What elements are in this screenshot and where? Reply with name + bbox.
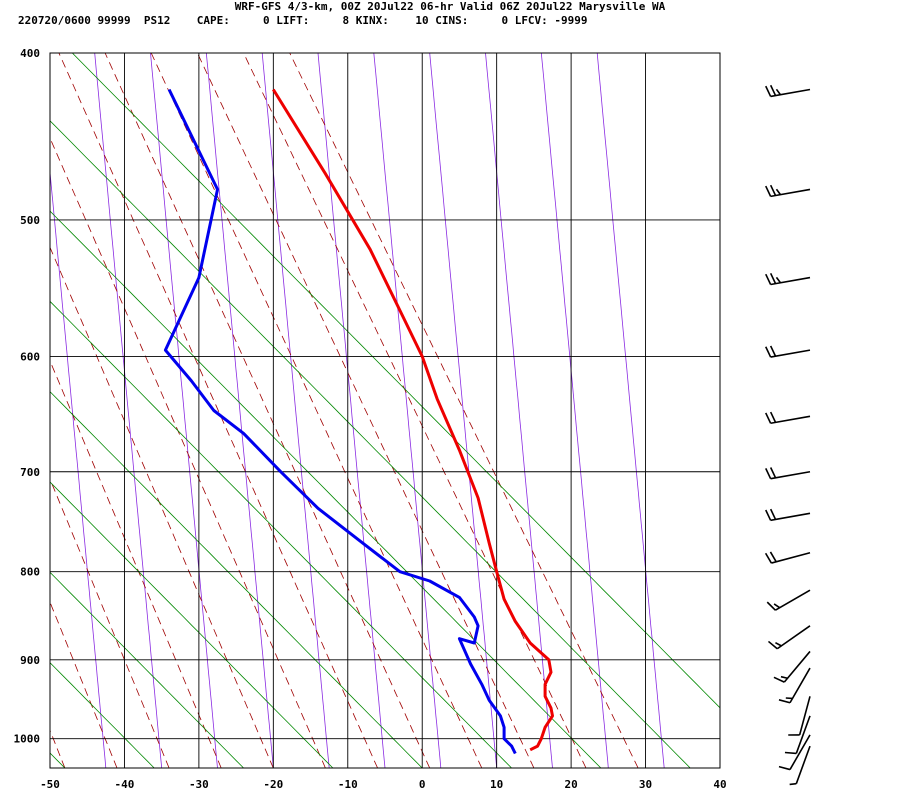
dry-adiabat-line: [50, 662, 155, 768]
wind-barb: [765, 411, 811, 425]
moist-adiabat-line: [289, 53, 639, 768]
x-tick-label: -20: [263, 778, 283, 791]
dry-adiabat-line: [50, 300, 512, 768]
y-tick-label: 900: [20, 654, 40, 667]
wind-barb: [778, 734, 811, 771]
y-tick-label: 700: [20, 466, 40, 479]
wind-barb: [765, 184, 811, 198]
dry-adiabat-line: [50, 120, 691, 768]
x-tick-label: -50: [40, 778, 60, 791]
wind-barb: [788, 696, 811, 736]
series-layer: [163, 88, 554, 755]
wind-barbs: [764, 84, 811, 786]
mixing-ratio-line: [150, 53, 218, 768]
dry-adiabat-line: [50, 571, 244, 768]
mixing-ratio-line: [205, 53, 274, 768]
x-tick-label: -10: [338, 778, 358, 791]
wind-barb: [765, 508, 811, 522]
mixing-ratio-line: [50, 168, 107, 768]
wind-barb: [765, 345, 811, 358]
x-tick-label: 20: [564, 778, 577, 791]
moist-adiabat-line: [243, 53, 587, 768]
wind-barb: [778, 667, 811, 704]
chart-title: WRF-GFS 4/3-km, 00Z 20Jul22 06-hr Valid …: [234, 0, 666, 13]
y-tick-label: 500: [20, 214, 40, 227]
background-lines: [50, 53, 720, 768]
x-tick-label: 0: [419, 778, 426, 791]
wind-barb: [764, 551, 811, 564]
y-tick-label: 400: [20, 47, 40, 60]
mixing-ratio-line: [94, 53, 163, 768]
x-tick-label: 10: [490, 778, 503, 791]
dry-adiabat-line: [50, 210, 602, 768]
dry-adiabat-line: [50, 481, 334, 768]
mixing-ratio-line: [596, 53, 665, 768]
moist-adiabat-line: [50, 601, 118, 768]
moist-adiabat-line: [104, 53, 431, 768]
wind-barb: [767, 625, 811, 650]
mixing-ratio-line: [317, 53, 386, 768]
chart-info-line: 220720/0600 99999 PS12 CAPE: 0 LIFT: 8 K…: [18, 14, 588, 27]
mixing-ratio-line: [485, 53, 553, 768]
mixing-ratio-line: [540, 53, 609, 768]
dry-adiabat-line: [50, 391, 423, 768]
tick-labels: -50 -40 -30 -20 -10 0 10 20 30 40 400 500 600 700 800 9…: [14, 47, 727, 791]
wind-barb: [765, 467, 811, 480]
wind-barb: [766, 589, 811, 611]
dry-adiabat-line: [72, 53, 720, 709]
wind-barb: [784, 715, 811, 755]
x-tick-label: 40: [713, 778, 726, 791]
wind-barb: [789, 745, 811, 786]
mixing-ratio-line: [373, 53, 442, 768]
x-tick-label: -40: [115, 778, 135, 791]
y-tick-label: 1000: [14, 733, 41, 746]
moist-adiabat-line: [50, 246, 274, 768]
wind-barb: [773, 650, 811, 683]
moist-adiabat-line: [150, 53, 483, 768]
plot-frame: [49, 52, 721, 769]
temperature-line: [272, 88, 554, 752]
wind-barb: [765, 272, 811, 286]
dewpoint-line: [163, 88, 517, 755]
mixing-ratio-line: [429, 53, 498, 768]
moist-adiabat-line: [50, 137, 326, 768]
moist-adiabat-line: [58, 53, 378, 768]
x-tick-label: 30: [639, 778, 652, 791]
wind-barb: [765, 84, 811, 98]
moist-adiabat-line: [197, 53, 535, 768]
mixing-ratio-line: [261, 53, 330, 768]
y-tick-label: 600: [20, 350, 40, 363]
x-tick-label: -30: [189, 778, 209, 791]
grid: [49, 52, 721, 768]
y-tick-label: 800: [20, 566, 40, 579]
